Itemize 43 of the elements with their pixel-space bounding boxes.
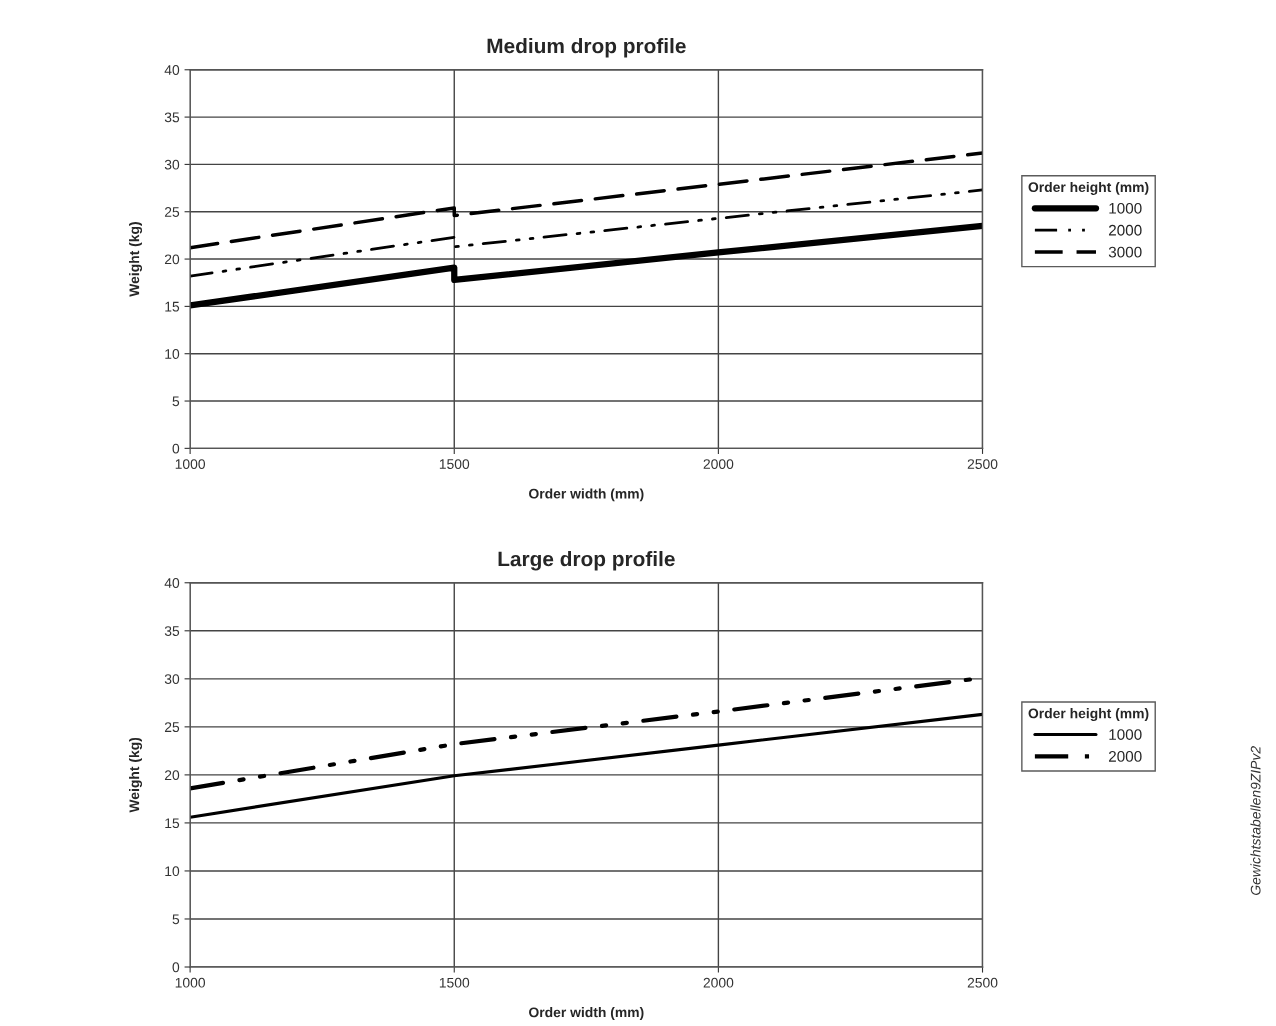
y-tick-label: 20	[164, 770, 180, 781]
x-tick-label: 2000	[703, 459, 734, 469]
line-series	[190, 712, 983, 819]
x-axis-title: Order width (mm)	[529, 488, 644, 502]
y-tick-label: 25	[164, 207, 180, 217]
y-tick-label: 40	[164, 65, 180, 75]
x-tick-label: 2500	[967, 459, 998, 469]
chart-title: Medium drop profile	[487, 38, 686, 58]
y-tick-label: 5	[172, 914, 180, 925]
x-tick-label: 1500	[439, 459, 470, 469]
legend-label: 1000	[1109, 202, 1142, 214]
y-tick-label: 25	[164, 722, 180, 733]
x-tick-label: 1000	[175, 459, 206, 469]
y-tick-label: 0	[172, 443, 180, 454]
line-series	[190, 151, 983, 250]
chart-title: Large drop profile	[498, 551, 675, 571]
y-axis-title: Weight (kg)	[129, 222, 143, 297]
legend-label: 2000	[1108, 224, 1142, 236]
y-tick-label: 10	[165, 349, 180, 359]
y-tick-label: 40	[164, 578, 180, 588]
y-tick-label: 30	[164, 674, 180, 684]
legend-label: 1000	[1109, 729, 1142, 740]
legend-label: 3000	[1108, 246, 1142, 258]
y-tick-label: 20	[164, 254, 180, 265]
x-tick-label: 1500	[439, 977, 470, 988]
y-tick-label: 35	[164, 112, 180, 123]
text: Gewichtstabellen9ZIPv2	[1250, 746, 1261, 895]
y-tick-label: 15	[165, 301, 180, 312]
y-tick-label: 30	[164, 159, 180, 170]
y-tick-label: 10	[165, 866, 180, 877]
x-tick-label: 2000	[703, 977, 734, 988]
legend-label: 2000	[1108, 751, 1142, 762]
legend-title: Order height (mm)	[1028, 708, 1149, 722]
y-tick-label: 35	[164, 626, 180, 636]
x-axis-title: Order width (mm)	[529, 1007, 644, 1020]
legend-title: Order height (mm)	[1028, 181, 1149, 195]
x-tick-label: 1000	[175, 977, 206, 988]
y-tick-label: 15	[165, 818, 180, 829]
y-tick-label: 5	[172, 396, 180, 407]
x-tick-label: 2500	[967, 977, 998, 988]
y-axis-title: Weight (kg)	[129, 737, 143, 813]
line-series	[190, 188, 983, 278]
y-tick-label: 0	[172, 962, 180, 973]
